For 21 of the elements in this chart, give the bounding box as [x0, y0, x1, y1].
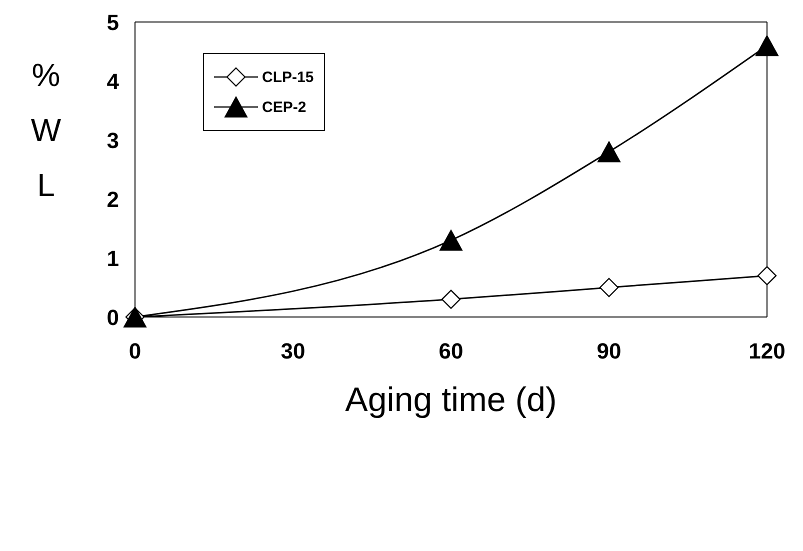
- x-tick-label: 60: [438, 338, 464, 364]
- x-tick-label: 30: [280, 338, 306, 364]
- y-axis-title: %WL: [30, 57, 62, 203]
- point: [440, 230, 462, 251]
- x-tick-label: 90: [596, 338, 622, 364]
- y-tick-label: 4: [106, 68, 120, 94]
- point: [756, 35, 778, 56]
- y-tick-label: 0: [106, 304, 119, 330]
- x-tick-label: 0: [128, 338, 142, 364]
- x-tick-label: 120: [748, 338, 786, 364]
- y-tick-label: 1: [106, 246, 119, 271]
- y-tick-label: 2: [106, 186, 119, 212]
- x-axis-title: Aging time (d): [345, 381, 557, 419]
- point: [599, 278, 619, 298]
- legend-label: CEP-2: [262, 98, 306, 116]
- point: [441, 290, 461, 309]
- y-tick-label: 3: [106, 128, 119, 153]
- y-tick-label: 5: [106, 10, 119, 35]
- point: [757, 266, 777, 286]
- legend-label: CLP-15: [262, 68, 314, 86]
- point: [598, 141, 620, 162]
